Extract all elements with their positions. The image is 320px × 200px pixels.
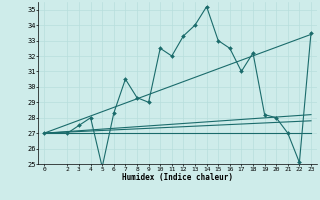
X-axis label: Humidex (Indice chaleur): Humidex (Indice chaleur) bbox=[122, 173, 233, 182]
